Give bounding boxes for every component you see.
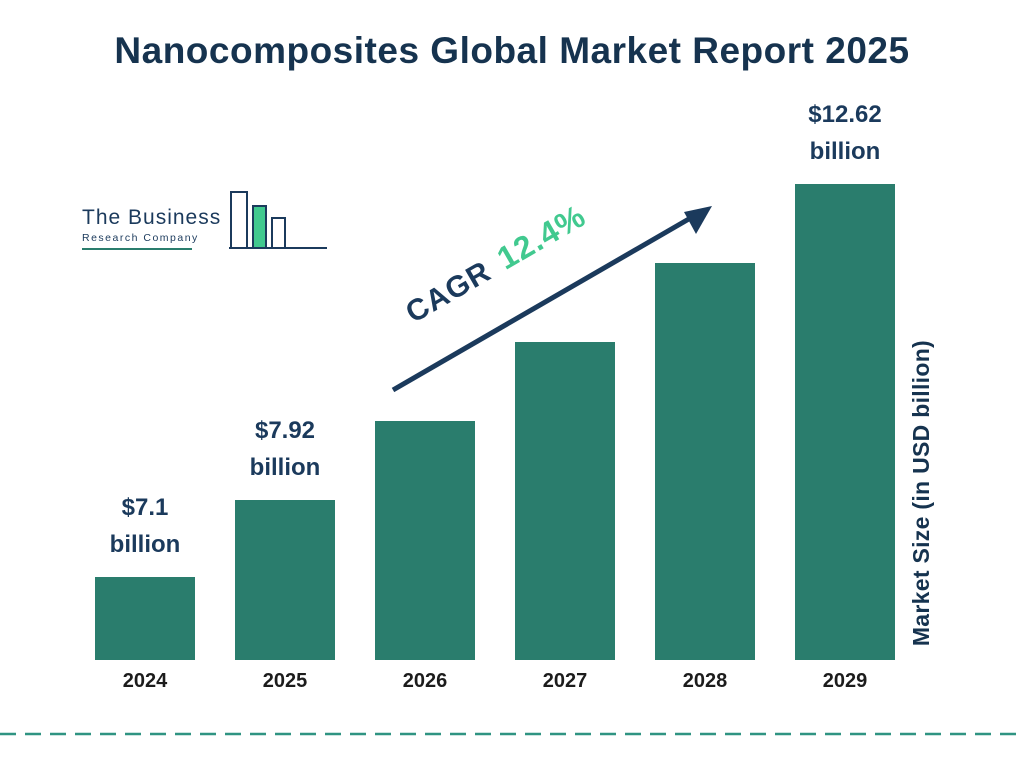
page-title: Nanocomposites Global Market Report 2025 (114, 30, 910, 71)
x-label-2027: 2027 (542, 670, 588, 692)
bar-2028 (655, 263, 755, 660)
bar-column-2025: $7.92 billion 2025 (235, 180, 335, 692)
bar-2024 (95, 577, 195, 660)
bar-column-2027: 2027 (515, 180, 615, 692)
value-label-2025: $7.92 billion (249, 416, 321, 481)
bar-column-2026: 2026 (375, 180, 475, 692)
x-label-2025: 2025 (262, 670, 308, 692)
x-label-2028: 2028 (682, 670, 728, 692)
y-axis-label: Market Size (in USD billion) (908, 340, 934, 647)
logo-subname: Research Company (82, 232, 199, 244)
value-label-2024: $7.1 billion (109, 493, 181, 558)
bar-2025 (235, 500, 335, 660)
bar-column-2029: $12.62 billion 2029 (795, 101, 895, 692)
bar-2029 (795, 184, 895, 660)
company-logo: The Business Research Company (82, 190, 329, 256)
x-label-2026: 2026 (402, 670, 448, 692)
x-label-2029: 2029 (822, 670, 868, 692)
logo-name: The Business (82, 206, 222, 229)
bar-chart-logo-icon (229, 191, 328, 249)
bar-column-2028: 2028 (655, 180, 755, 692)
logo-text: The Business Research Company (82, 206, 221, 256)
bar-2026 (375, 421, 475, 660)
x-label-2024: 2024 (122, 670, 168, 692)
bar-column-2024: $7.1 billion 2024 (95, 180, 195, 692)
value-label-2029: $12.62 billion (808, 100, 882, 165)
logo-underline (82, 248, 192, 250)
bar-2027 (515, 342, 615, 660)
